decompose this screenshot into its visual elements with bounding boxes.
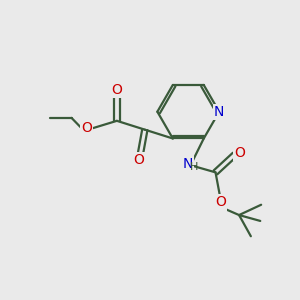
Text: O: O bbox=[134, 153, 144, 167]
Text: O: O bbox=[215, 195, 226, 209]
Text: O: O bbox=[81, 121, 92, 135]
Text: N: N bbox=[214, 105, 224, 119]
Text: O: O bbox=[235, 146, 245, 160]
Text: O: O bbox=[111, 83, 122, 97]
Text: H: H bbox=[190, 162, 198, 172]
Text: N: N bbox=[182, 157, 193, 170]
